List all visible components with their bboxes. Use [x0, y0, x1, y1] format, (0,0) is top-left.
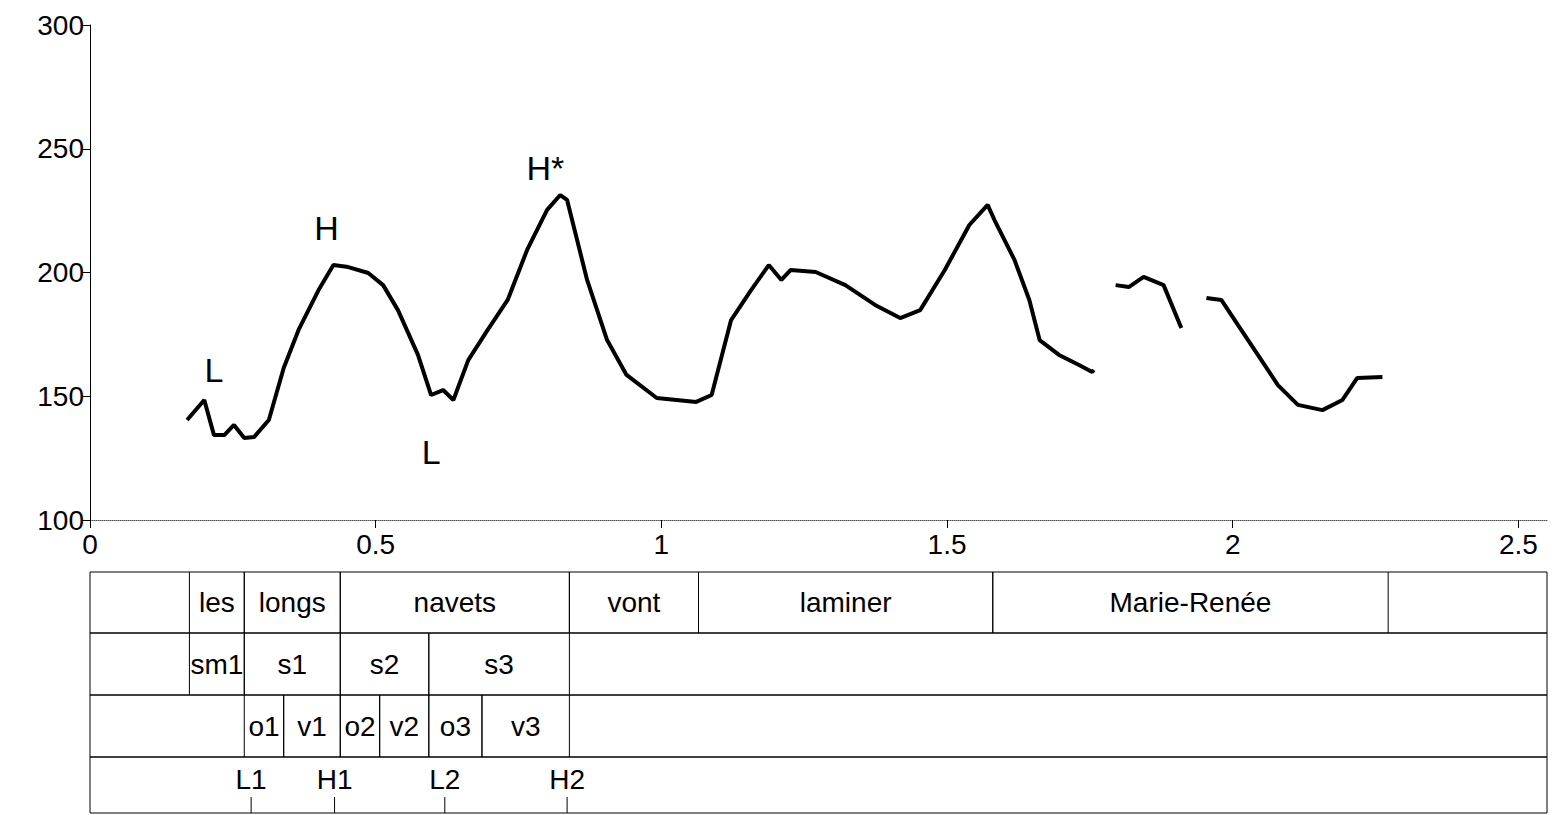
- svg-text:Marie-Renée: Marie-Renée: [1110, 587, 1272, 618]
- svg-text:H2: H2: [549, 764, 585, 795]
- svg-text:sm1: sm1: [190, 649, 243, 680]
- svg-text:vont: vont: [607, 587, 660, 618]
- svg-text:o1: o1: [248, 711, 279, 742]
- svg-text:s1: s1: [277, 649, 307, 680]
- svg-text:200: 200: [37, 257, 84, 288]
- svg-text:H*: H*: [526, 149, 564, 187]
- svg-text:s3: s3: [484, 649, 514, 680]
- svg-text:L: L: [205, 351, 224, 389]
- svg-text:250: 250: [37, 133, 84, 164]
- svg-text:0: 0: [82, 529, 98, 560]
- svg-text:100: 100: [37, 505, 84, 536]
- svg-text:o2: o2: [344, 711, 375, 742]
- svg-text:150: 150: [37, 381, 84, 412]
- svg-text:2.5: 2.5: [1499, 529, 1538, 560]
- svg-text:L1: L1: [236, 764, 267, 795]
- svg-text:laminer: laminer: [800, 587, 892, 618]
- svg-text:v3: v3: [511, 711, 541, 742]
- svg-text:H: H: [314, 209, 339, 247]
- svg-text:1: 1: [654, 529, 670, 560]
- svg-text:L2: L2: [429, 764, 460, 795]
- svg-text:v1: v1: [297, 711, 327, 742]
- svg-text:v2: v2: [389, 711, 419, 742]
- svg-text:s2: s2: [370, 649, 400, 680]
- svg-text:navets: navets: [414, 587, 497, 618]
- svg-text:2: 2: [1225, 529, 1241, 560]
- svg-text:H1: H1: [317, 764, 353, 795]
- svg-text:300: 300: [37, 10, 84, 41]
- svg-text:0.5: 0.5: [356, 529, 395, 560]
- svg-text:1.5: 1.5: [928, 529, 967, 560]
- svg-text:o3: o3: [440, 711, 471, 742]
- svg-text:longs: longs: [259, 587, 326, 618]
- svg-text:L: L: [422, 433, 441, 471]
- svg-text:les: les: [199, 587, 235, 618]
